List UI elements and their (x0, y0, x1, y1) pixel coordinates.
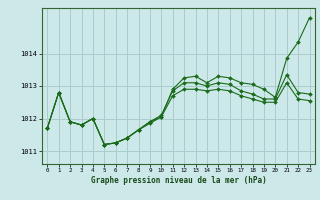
X-axis label: Graphe pression niveau de la mer (hPa): Graphe pression niveau de la mer (hPa) (91, 176, 266, 185)
